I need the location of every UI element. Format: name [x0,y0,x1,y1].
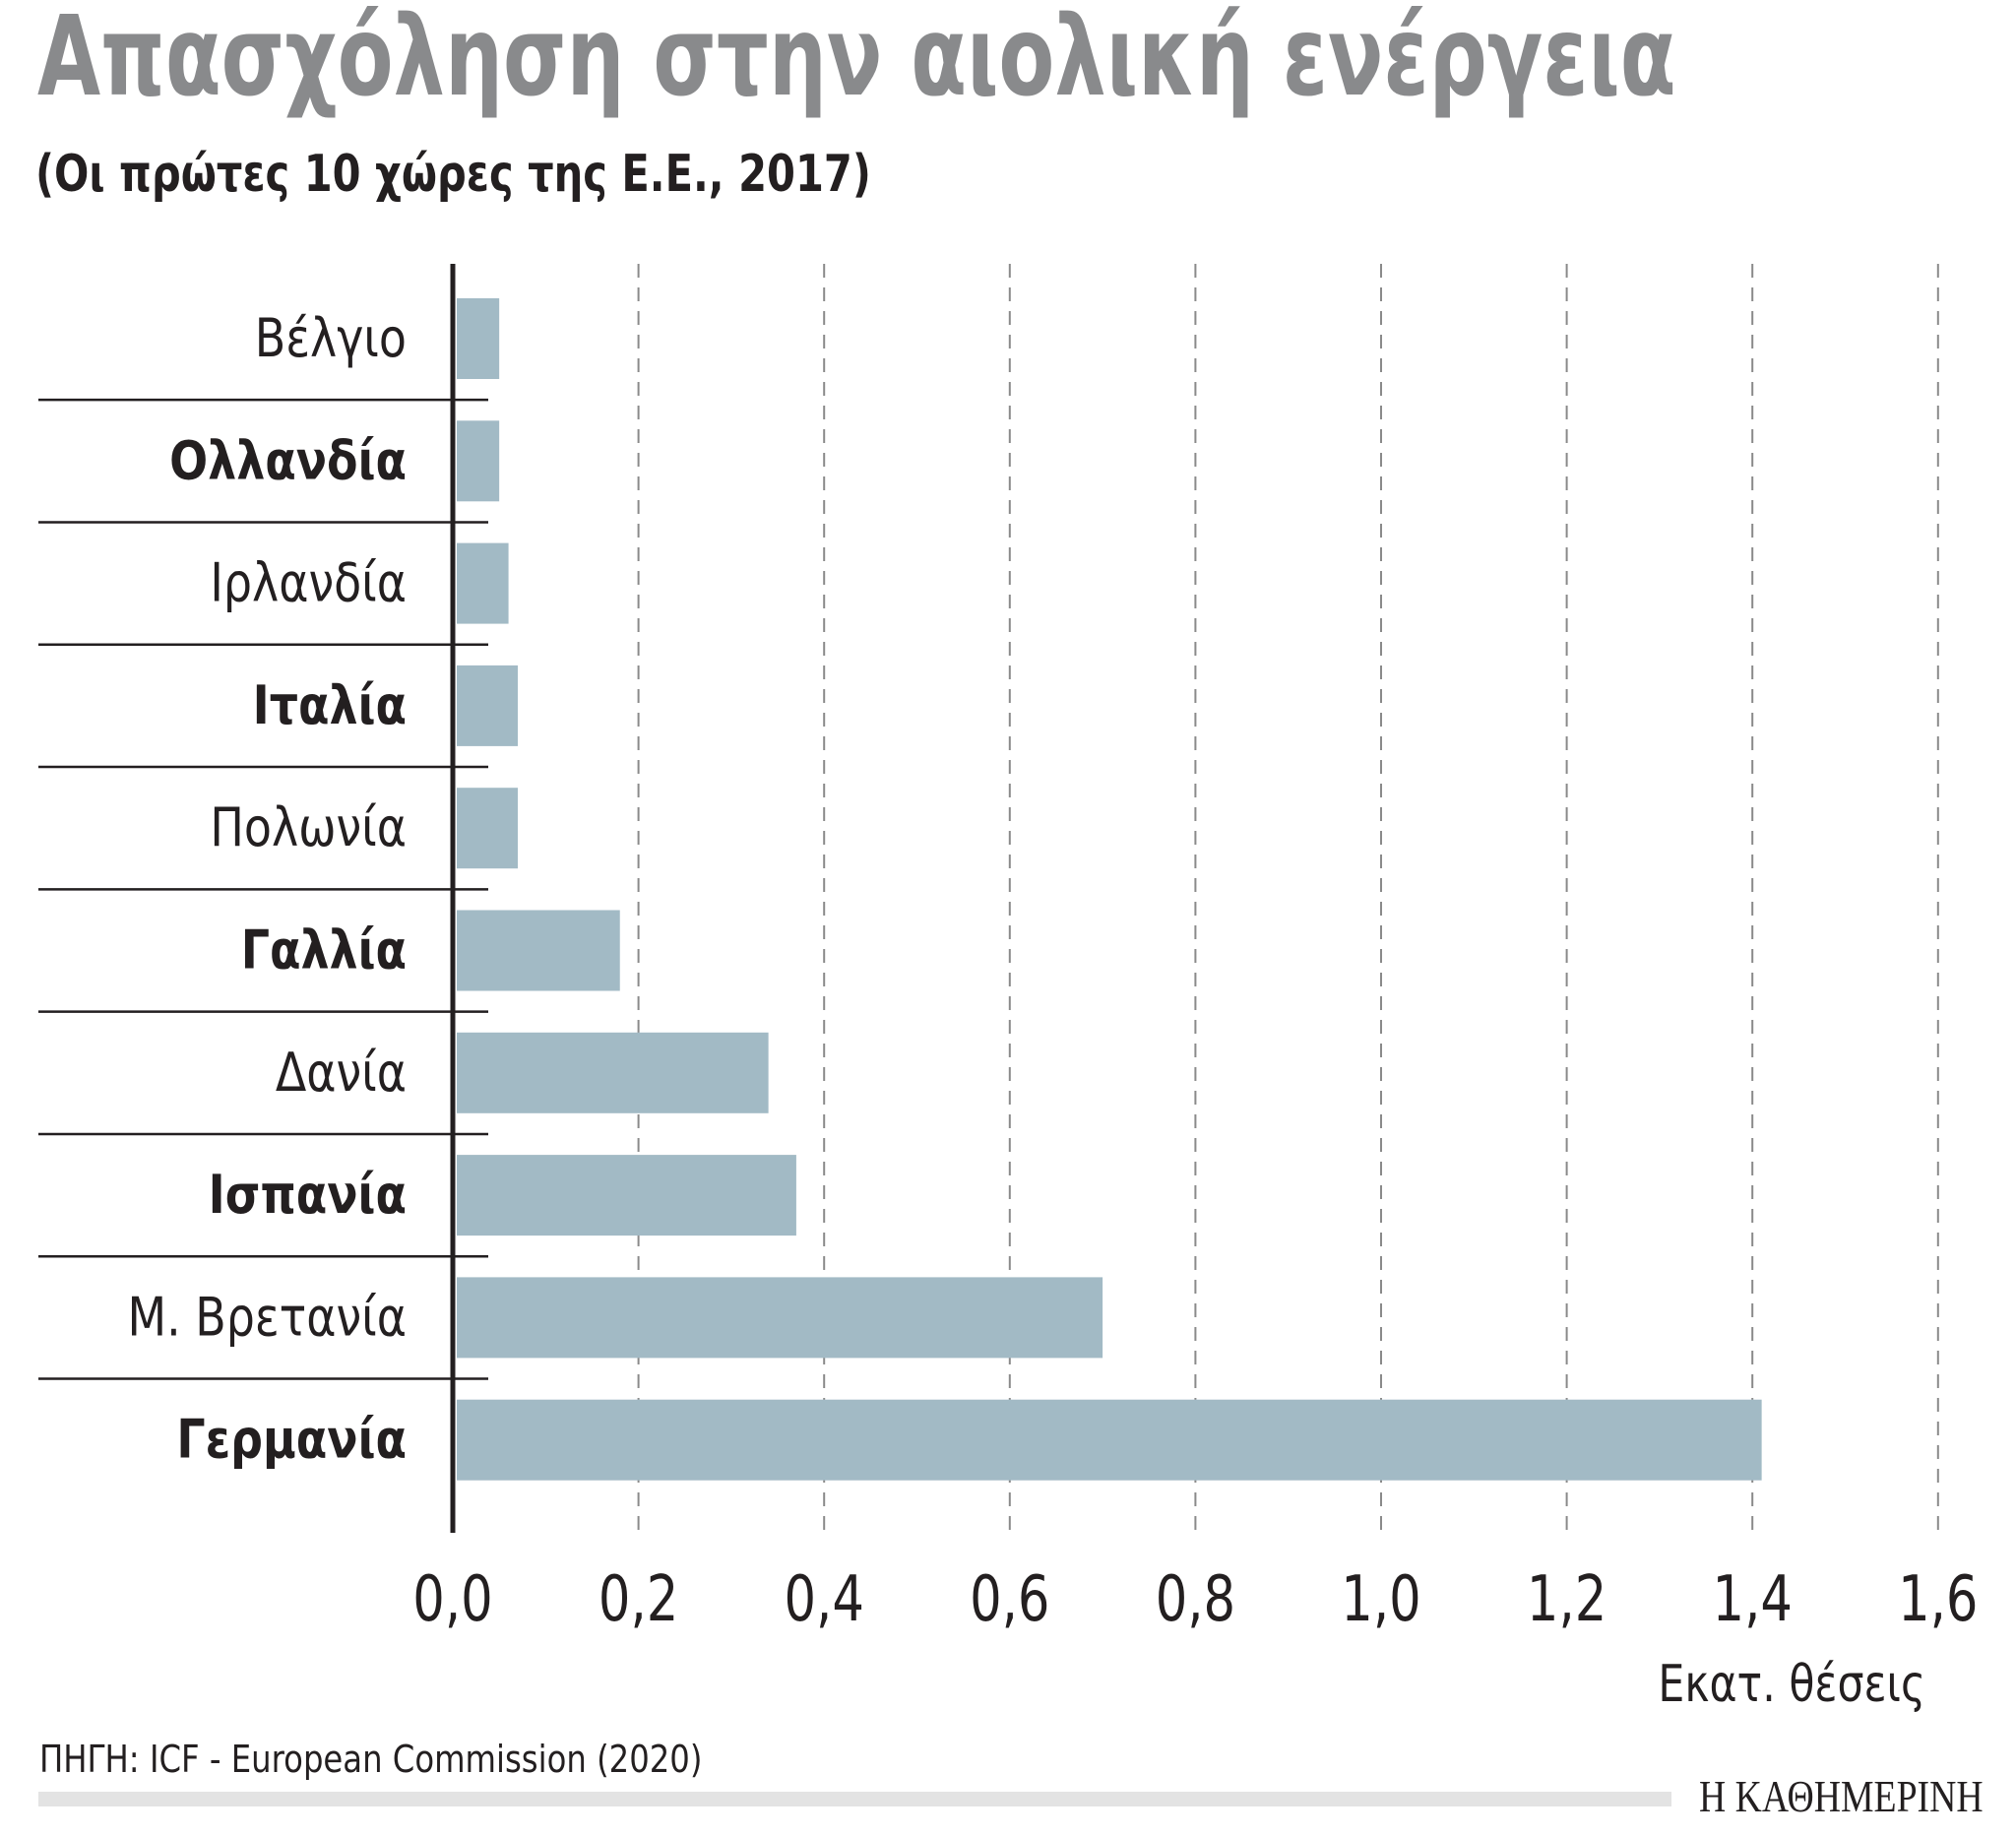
category-label: Γερμανία [176,1408,407,1471]
category-label: Ιταλία [253,673,407,736]
x-tick-label: 0,6 [970,1561,1049,1635]
category-label: Γαλλία [241,918,407,982]
category-label: Πολωνία [210,796,407,859]
bar [457,298,500,379]
row-separators [38,398,488,1380]
category-labels: Βέλγιο Ολλανδία Ιρλανδία Ιταλία Πολωνία Γαλλί… [127,306,407,1470]
category-label: Δανία [276,1041,407,1104]
category-label: Ιρλανδία [210,551,407,614]
bar [457,1032,769,1113]
category-label: Ολλανδία [169,429,407,492]
x-tick-label: 0,2 [598,1561,678,1635]
x-tick-label: 0,0 [412,1561,492,1635]
bar [457,1277,1103,1359]
x-axis-label: Εκατ. θέσεις [1658,1655,1925,1714]
category-label: Βέλγιο [255,306,407,369]
category-label: Ισπανία [209,1163,407,1226]
x-tick-label: 1,0 [1341,1561,1420,1635]
source-note: ΠΗΓΗ: ICF - European Commission (2020) [39,1739,702,1782]
publisher-logo: Η ΚΑΘΗΜΕΡΙΝΗ [1699,1773,1984,1822]
bar [457,542,509,624]
footer-bar [38,1792,1671,1806]
x-tick-label: 1,6 [1898,1561,1978,1635]
bar [457,665,519,746]
x-tick-labels: 0,0 0,2 0,4 0,6 0,8 1,0 1,2 1,4 1,6 [412,1561,1978,1635]
bar [457,1155,796,1236]
bars [457,298,1762,1481]
bar [457,910,620,991]
bar [457,420,500,502]
bar [457,788,519,869]
x-tick-label: 0,8 [1156,1561,1235,1635]
category-label: Μ. Βρετανία [127,1286,407,1349]
chart-title: Απασχόληση στην αιολική ενέργεια [37,0,1676,121]
bar [457,1399,1762,1481]
x-tick-label: 1,4 [1712,1561,1792,1635]
x-tick-label: 0,4 [784,1561,863,1635]
x-tick-label: 1,2 [1527,1561,1606,1635]
chart-subtitle: (Οι πρώτες 10 χώρες της Ε.Ε., 2017) [35,145,871,205]
